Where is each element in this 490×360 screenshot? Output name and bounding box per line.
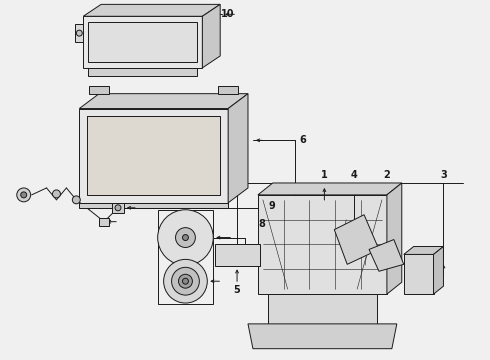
Bar bbox=[87, 117, 220, 195]
Text: 1: 1 bbox=[321, 170, 328, 180]
Bar bbox=[83, 16, 202, 68]
Bar bbox=[112, 203, 124, 213]
Polygon shape bbox=[434, 247, 443, 294]
Circle shape bbox=[158, 210, 213, 265]
Bar bbox=[158, 210, 213, 304]
Polygon shape bbox=[404, 247, 443, 255]
Text: 9: 9 bbox=[269, 201, 275, 211]
Polygon shape bbox=[334, 215, 379, 264]
Polygon shape bbox=[202, 4, 220, 68]
Bar bbox=[79, 109, 228, 203]
Bar bbox=[88, 22, 197, 62]
Circle shape bbox=[52, 190, 60, 198]
Polygon shape bbox=[387, 183, 402, 294]
Circle shape bbox=[178, 274, 193, 288]
Text: 4: 4 bbox=[351, 170, 358, 180]
Bar bbox=[202, 24, 210, 42]
Text: 6: 6 bbox=[299, 135, 306, 145]
Text: 7: 7 bbox=[249, 252, 256, 262]
Polygon shape bbox=[258, 183, 402, 195]
Circle shape bbox=[175, 228, 196, 247]
Bar bbox=[268, 294, 377, 324]
Text: 5: 5 bbox=[234, 285, 241, 295]
Bar bbox=[258, 195, 387, 294]
Polygon shape bbox=[228, 94, 248, 203]
Circle shape bbox=[21, 192, 26, 198]
Bar bbox=[218, 86, 238, 94]
Circle shape bbox=[115, 205, 121, 211]
Bar bbox=[404, 255, 434, 294]
Circle shape bbox=[17, 188, 31, 202]
Text: 3: 3 bbox=[440, 170, 447, 180]
Bar bbox=[89, 86, 109, 94]
Circle shape bbox=[76, 30, 82, 36]
Circle shape bbox=[164, 260, 207, 303]
Bar bbox=[79, 203, 228, 208]
Text: 2: 2 bbox=[384, 170, 390, 180]
Circle shape bbox=[182, 278, 189, 284]
Bar bbox=[99, 218, 109, 226]
Circle shape bbox=[182, 235, 189, 240]
Polygon shape bbox=[248, 324, 397, 349]
Polygon shape bbox=[369, 239, 404, 271]
Polygon shape bbox=[83, 4, 220, 16]
Bar bbox=[75, 24, 83, 42]
Bar bbox=[88, 68, 197, 76]
Circle shape bbox=[203, 30, 209, 36]
Text: 10: 10 bbox=[221, 9, 235, 19]
Bar bbox=[215, 244, 260, 266]
Text: 8: 8 bbox=[258, 219, 265, 229]
Circle shape bbox=[172, 267, 199, 295]
Circle shape bbox=[73, 196, 80, 204]
Polygon shape bbox=[79, 94, 248, 109]
